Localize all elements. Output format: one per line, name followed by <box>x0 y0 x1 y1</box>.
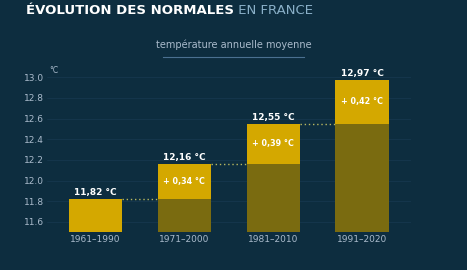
Bar <box>69 199 122 232</box>
Bar <box>158 199 211 232</box>
Bar <box>247 164 300 232</box>
Text: + 0,39 °C: + 0,39 °C <box>252 139 294 148</box>
Text: 11,82 °C: 11,82 °C <box>74 188 117 197</box>
Bar <box>158 164 211 199</box>
Text: °C: °C <box>50 66 58 75</box>
Text: EN FRANCE: EN FRANCE <box>234 4 313 17</box>
Bar <box>335 124 389 232</box>
Bar <box>335 80 389 124</box>
Text: ÉVOLUTION DES NORMALES: ÉVOLUTION DES NORMALES <box>26 4 234 17</box>
Text: + 0,34 °C: + 0,34 °C <box>163 177 205 186</box>
Text: température annuelle moyenne: température annuelle moyenne <box>156 39 311 50</box>
Text: + 0,42 °C: + 0,42 °C <box>341 97 383 106</box>
Bar <box>247 124 300 164</box>
Text: 12,55 °C: 12,55 °C <box>252 113 295 122</box>
Text: 12,16 °C: 12,16 °C <box>163 153 206 162</box>
Text: 12,97 °C: 12,97 °C <box>340 69 383 79</box>
